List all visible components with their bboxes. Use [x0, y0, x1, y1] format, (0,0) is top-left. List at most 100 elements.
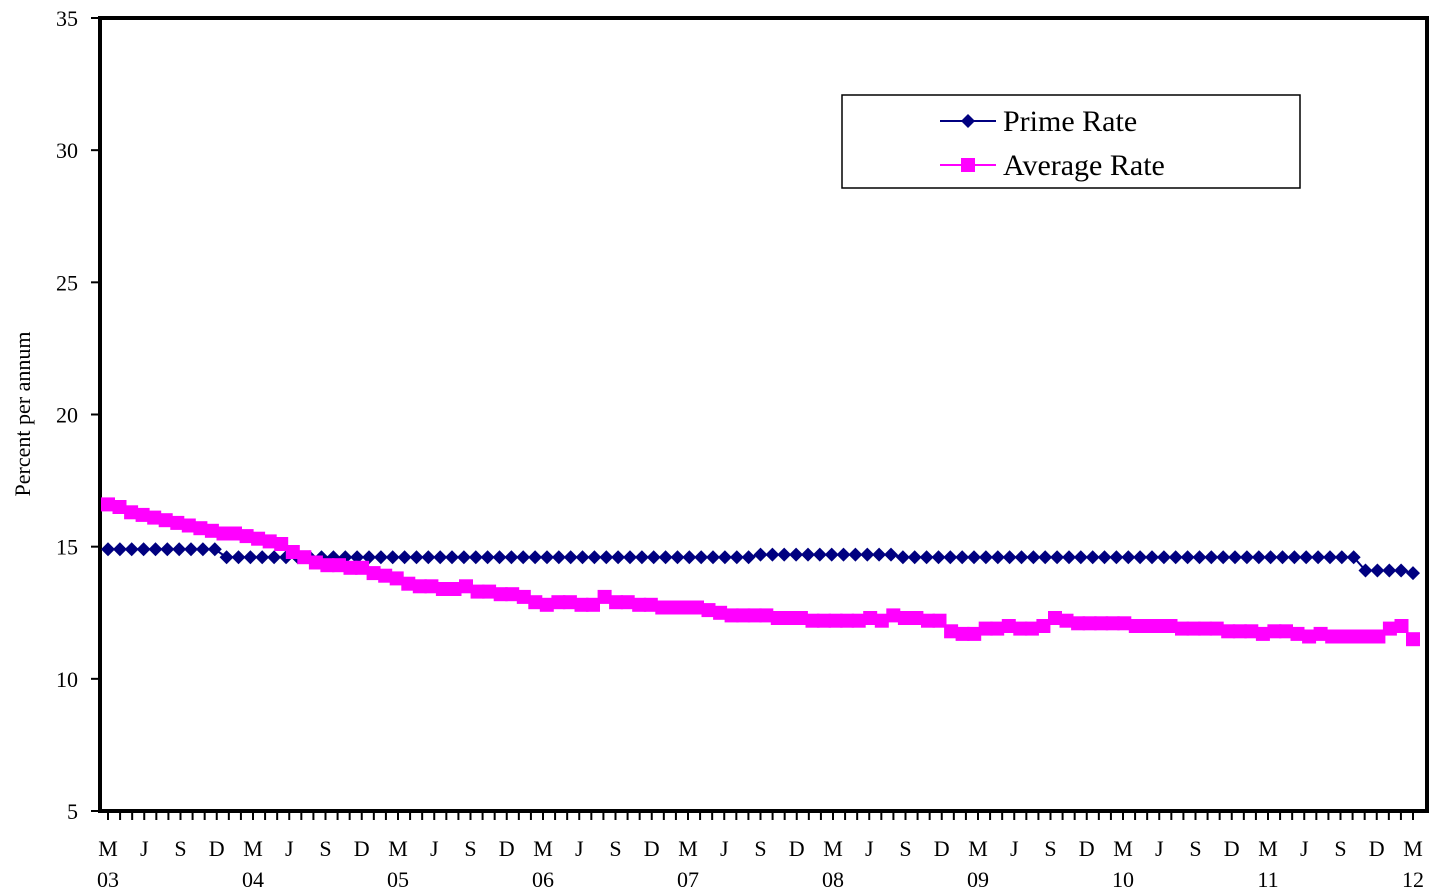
point-average-rate — [308, 555, 323, 570]
point-average-rate — [1336, 629, 1351, 644]
point-average-rate — [1406, 632, 1420, 647]
point-prime-rate — [136, 542, 151, 557]
point-prime-rate — [231, 550, 246, 565]
point-average-rate — [239, 529, 254, 544]
point-average-rate — [1313, 626, 1328, 641]
point-prime-rate — [350, 550, 365, 565]
point-prime-rate — [101, 542, 115, 557]
point-prime-rate — [575, 550, 590, 565]
point-prime-rate — [184, 542, 198, 557]
x-month-label: J — [1300, 836, 1309, 861]
point-prime-rate — [694, 550, 709, 565]
point-prime-rate — [1073, 550, 1088, 565]
x-month-label: S — [754, 836, 766, 861]
x-month-label: M — [678, 836, 698, 861]
legend-box — [841, 94, 1301, 189]
point-prime-rate — [255, 550, 270, 565]
point-prime-rate — [397, 550, 412, 565]
point-prime-rate — [551, 550, 566, 565]
point-prime-rate — [1275, 550, 1290, 565]
point-prime-rate — [1263, 550, 1278, 565]
y-tick-label: 15 — [56, 535, 78, 560]
point-average-rate — [759, 608, 774, 623]
point-prime-rate — [373, 550, 388, 565]
point-average-rate — [932, 613, 947, 628]
point-prime-rate — [1156, 550, 1171, 565]
point-prime-rate — [646, 550, 661, 565]
x-month-label: S — [1334, 836, 1346, 861]
point-average-rate — [724, 608, 739, 623]
y-tick-label: 5 — [67, 799, 78, 824]
legend-marker-average — [961, 158, 975, 172]
point-average-rate — [447, 582, 462, 596]
x-year-label: 11 — [1257, 867, 1278, 892]
legend-marker-prime — [961, 114, 975, 128]
point-average-rate — [1348, 629, 1363, 644]
x-year-label: 04 — [242, 867, 264, 892]
point-average-rate — [863, 611, 878, 625]
point-prime-rate — [967, 550, 981, 565]
point-average-rate — [101, 497, 115, 512]
x-month-label: M — [388, 836, 408, 861]
point-average-rate — [297, 550, 312, 565]
point-average-rate — [551, 595, 566, 610]
point-average-rate — [539, 597, 554, 612]
point-prime-rate — [990, 550, 1005, 565]
point-average-rate — [366, 566, 381, 581]
point-average-rate — [574, 597, 589, 612]
point-average-rate — [655, 600, 670, 615]
y-tick-label: 10 — [56, 667, 78, 692]
x-month-label: M — [823, 836, 843, 861]
point-prime-rate — [563, 550, 578, 565]
point-average-rate — [678, 600, 693, 615]
point-prime-rate — [456, 550, 471, 565]
point-prime-rate — [433, 550, 448, 565]
point-prime-rate — [362, 550, 376, 565]
point-average-rate — [770, 611, 785, 625]
point-prime-rate — [445, 550, 459, 565]
point-average-rate — [112, 500, 127, 514]
point-average-rate — [609, 595, 624, 610]
point-average-rate — [643, 597, 658, 612]
point-prime-rate — [1406, 566, 1420, 581]
point-average-rate — [181, 518, 196, 533]
y-tick-label: 35 — [56, 6, 78, 31]
point-prime-rate — [1311, 550, 1326, 565]
point-average-rate — [1071, 616, 1086, 631]
point-average-rate — [262, 534, 277, 549]
point-prime-rate — [670, 550, 685, 565]
point-average-rate — [412, 579, 427, 594]
x-month-label: D — [354, 836, 370, 861]
point-prime-rate — [1287, 550, 1302, 565]
point-prime-rate — [1192, 550, 1207, 565]
point-average-rate — [805, 613, 820, 628]
point-prime-rate — [824, 547, 839, 562]
point-prime-rate — [789, 547, 804, 562]
point-prime-rate — [860, 547, 875, 562]
point-prime-rate — [172, 542, 187, 557]
point-prime-rate — [1014, 550, 1029, 565]
point-average-rate — [944, 624, 959, 639]
point-prime-rate — [1050, 550, 1065, 565]
point-average-rate — [1267, 624, 1282, 639]
point-average-rate — [851, 613, 866, 628]
point-average-rate — [817, 613, 831, 628]
point-prime-rate — [658, 550, 673, 565]
point-average-rate — [782, 611, 797, 625]
point-prime-rate — [1358, 563, 1373, 578]
legend-label-prime: Prime Rate — [1003, 105, 1137, 138]
point-average-rate — [251, 531, 266, 546]
point-prime-rate — [872, 547, 887, 562]
point-average-rate — [193, 521, 208, 536]
point-average-rate — [147, 510, 162, 525]
point-average-rate — [1163, 619, 1178, 633]
point-prime-rate — [1002, 550, 1017, 565]
point-average-rate — [747, 608, 762, 623]
x-month-label: D — [644, 836, 660, 861]
x-month-label: D — [1369, 836, 1385, 861]
point-prime-rate — [741, 550, 756, 565]
x-year-label: 07 — [677, 867, 699, 892]
x-month-label: S — [319, 836, 331, 861]
point-average-rate — [355, 560, 370, 575]
x-month-label: D — [934, 836, 950, 861]
